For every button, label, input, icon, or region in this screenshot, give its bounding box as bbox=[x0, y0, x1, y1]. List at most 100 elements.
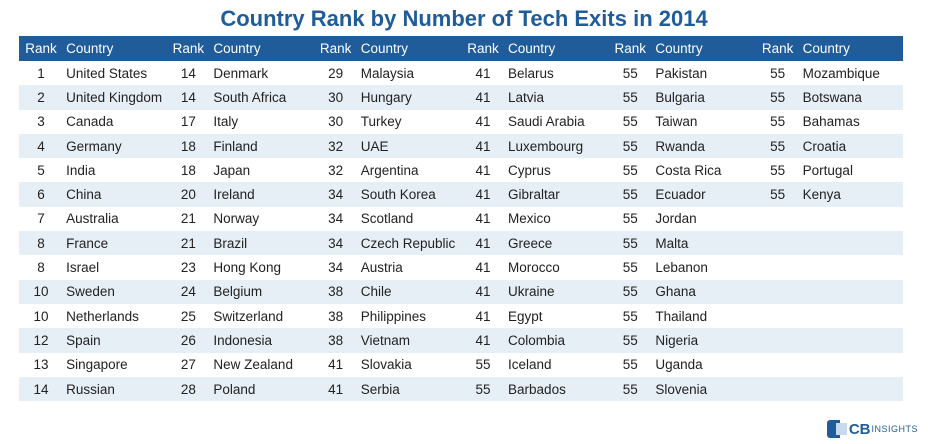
country-cell: Barbados bbox=[505, 376, 609, 402]
rank-cell: 32 bbox=[328, 162, 344, 178]
country-cell: Luxembourg bbox=[505, 133, 609, 159]
country-cell: Russian bbox=[63, 376, 167, 402]
country-cell: Turkey bbox=[360, 114, 402, 130]
country-cell: Chile bbox=[357, 279, 461, 304]
country-cell: Canada bbox=[66, 114, 114, 130]
header-country-5: Country bbox=[652, 36, 756, 61]
header-rank-4: Rank bbox=[460, 36, 506, 61]
country-cell bbox=[799, 328, 903, 353]
rank-cell bbox=[756, 304, 800, 328]
rank-cell: 41 bbox=[460, 133, 506, 159]
rank-cell: 28 bbox=[166, 376, 211, 402]
country-cell: Pakistan bbox=[655, 65, 708, 81]
country-cell: Ireland bbox=[210, 182, 314, 207]
country-cell: Belgium bbox=[210, 279, 314, 304]
country-cell: Gibraltar bbox=[505, 182, 609, 207]
rank-cell: 41 bbox=[460, 182, 506, 207]
country-cell: Iceland bbox=[508, 357, 552, 373]
table-row: 14 Russian 28 Poland 41 Serbia 55 Barbados 55 Slo… bbox=[19, 376, 903, 402]
country-cell: Scotland bbox=[360, 211, 414, 227]
country-cell: Poland bbox=[210, 376, 314, 402]
country-cell bbox=[800, 255, 903, 279]
country-cell: Egypt bbox=[508, 308, 543, 324]
country-cell: Austria bbox=[360, 260, 403, 276]
header-country-3: Country bbox=[357, 36, 461, 61]
country-cell: Italy bbox=[213, 114, 239, 130]
country-cell: Slovakia bbox=[360, 357, 412, 373]
rank-cell: 29 bbox=[328, 65, 344, 81]
rank-cell: 30 bbox=[313, 85, 358, 110]
country-cell: South Africa bbox=[210, 85, 314, 110]
country-cell: Mozambique bbox=[802, 65, 880, 81]
country-cell: Portugal bbox=[802, 162, 853, 178]
rank-cell: 14 bbox=[19, 376, 64, 402]
rank-cell: 55 bbox=[622, 357, 638, 373]
country-cell: Costa Rica bbox=[655, 162, 722, 178]
rank-cell: 14 bbox=[166, 85, 211, 110]
rank-cell: 55 bbox=[755, 182, 800, 207]
country-cell bbox=[799, 231, 903, 256]
country-cell: Cyprus bbox=[508, 162, 551, 178]
table-row: 13 Singapore 27 New Zealand 41 Slovakia 55 Icel… bbox=[19, 353, 903, 377]
country-cell: Argentina bbox=[360, 162, 419, 178]
rank-cell: 41 bbox=[475, 162, 491, 178]
rank-table: Rank Country Rank Country Rank Country Rank Cou… bbox=[19, 36, 903, 402]
country-cell: New Zealand bbox=[213, 357, 293, 373]
rank-cell: 3 bbox=[37, 114, 45, 130]
header-country-1: Country bbox=[63, 36, 167, 61]
rank-cell: 55 bbox=[755, 85, 800, 110]
country-cell: Kenya bbox=[799, 182, 903, 207]
rank-cell: 55 bbox=[608, 182, 653, 207]
rank-cell: 32 bbox=[313, 133, 358, 159]
country-cell: Australia bbox=[66, 211, 119, 227]
table-row: 4 Germany 18 Finland 32 UAE 41 Luxembourg 55 Rwan… bbox=[19, 133, 903, 159]
rank-cell: 41 bbox=[313, 376, 358, 402]
country-cell bbox=[800, 207, 903, 231]
rank-cell: 21 bbox=[180, 211, 196, 227]
rank-cell: 14 bbox=[180, 65, 196, 81]
country-cell: Denmark bbox=[213, 65, 269, 81]
rank-cell: 10 bbox=[19, 279, 64, 304]
header-country-2: Country bbox=[210, 36, 314, 61]
rank-cell: 55 bbox=[770, 65, 786, 81]
country-cell: South Korea bbox=[357, 182, 461, 207]
rank-cell: 55 bbox=[460, 376, 506, 402]
rank-cell: 24 bbox=[166, 279, 211, 304]
country-cell: Saudi Arabia bbox=[508, 114, 585, 130]
rank-cell: 34 bbox=[328, 211, 344, 227]
country-cell: Ghana bbox=[652, 279, 756, 304]
rank-cell: 12 bbox=[19, 328, 64, 353]
rank-cell: 1 bbox=[37, 65, 45, 81]
country-cell: Hungary bbox=[357, 85, 461, 110]
cb-insights-logo: CB INSIGHTS bbox=[826, 420, 918, 438]
rank-cell: 18 bbox=[166, 133, 211, 159]
rank-cell: 17 bbox=[180, 114, 196, 130]
country-cell: Singapore bbox=[66, 357, 128, 373]
rank-cell bbox=[755, 376, 800, 402]
country-cell: Germany bbox=[63, 133, 167, 159]
rank-cell: 55 bbox=[622, 308, 638, 324]
rank-cell: 55 bbox=[608, 133, 653, 159]
header-rank-2: Rank bbox=[166, 36, 211, 61]
country-cell: Morocco bbox=[508, 260, 560, 276]
country-cell: Botswana bbox=[799, 85, 903, 110]
rank-cell: 8 bbox=[19, 231, 64, 256]
country-cell: Norway bbox=[213, 211, 260, 227]
country-cell: Belarus bbox=[508, 65, 554, 81]
table-row: 10 Netherlands 25 Switzerland 38 Philippines 4… bbox=[19, 304, 903, 328]
country-cell: Jordan bbox=[655, 211, 697, 227]
header-rank-5: Rank bbox=[608, 36, 653, 61]
country-cell: Indonesia bbox=[210, 328, 314, 353]
rank-cell: 41 bbox=[328, 357, 344, 373]
rank-cell: 41 bbox=[475, 65, 491, 81]
rank-cell: 41 bbox=[460, 85, 506, 110]
logo-suffix: INSIGHTS bbox=[871, 424, 918, 434]
logo-brand: CB bbox=[848, 420, 871, 438]
country-cell: Croatia bbox=[799, 133, 903, 159]
rank-cell: 41 bbox=[475, 260, 491, 276]
table-row: 8 France 21 Brazil 34 Czech Republic 41 Greece 5… bbox=[19, 231, 903, 256]
rank-cell: 41 bbox=[460, 231, 506, 256]
table-row: 7 Australia 21 Norway 34 Scotland 41 Mexico 55 Jo… bbox=[19, 207, 903, 231]
country-cell: Bahamas bbox=[802, 114, 860, 130]
rank-cell: 38 bbox=[313, 328, 358, 353]
